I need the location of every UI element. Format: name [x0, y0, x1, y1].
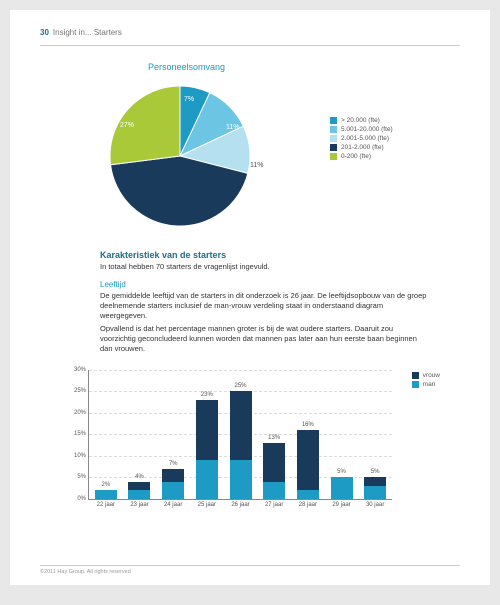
page-header: 30 Insight in... Starters	[40, 28, 460, 37]
legend-item: 2.001-5.000 (fte)	[330, 135, 393, 142]
section-heading-leeftijd: Leeftijd	[100, 280, 460, 289]
body-paragraph: De gemiddelde leeftijd van de starters i…	[100, 291, 430, 321]
pie-chart: 7%11%11%44%27%	[100, 76, 260, 236]
bar-total-label: 23%	[196, 392, 218, 400]
pie-slice-label: 11%	[226, 124, 240, 131]
page-header-title: Insight in... Starters	[53, 28, 122, 37]
bar-segment-man	[364, 486, 386, 499]
bar-segment-man	[128, 490, 150, 499]
y-axis-tick: 30%	[74, 367, 89, 373]
legend-swatch	[330, 126, 337, 133]
bar-segment-vrouw	[128, 482, 150, 491]
bar-total-label: 4%	[128, 474, 150, 482]
legend-label: 5.001-20.000 (fte)	[341, 126, 393, 133]
bar-segment-man	[331, 477, 353, 499]
bar-group: 23%	[196, 400, 218, 499]
pie-slice-label: 11%	[250, 162, 264, 169]
legend-label: > 20.000 (fte)	[341, 117, 380, 124]
bar-segment-man	[230, 460, 252, 499]
body-paragraph: Opvallend is dat het percentage mannen g…	[100, 324, 430, 354]
bar-total-label: 16%	[297, 422, 319, 430]
bar-total-label: 2%	[95, 482, 117, 490]
y-axis-tick: 5%	[77, 474, 89, 480]
section-heading-karakteristiek: Karakteristiek van de starters	[100, 250, 460, 260]
bar-group: 13%	[263, 443, 285, 499]
legend-label: 201-2.000 (fte)	[341, 144, 384, 151]
body-paragraph: In totaal hebben 70 starters de vragenli…	[100, 262, 430, 272]
bar-segment-man	[297, 490, 319, 499]
y-axis-tick: 15%	[74, 431, 89, 437]
bar-total-label: 5%	[364, 469, 386, 477]
bar-group: 5%	[331, 477, 353, 499]
bar-segment-vrouw	[297, 430, 319, 490]
bar-segment-man	[95, 490, 117, 499]
legend-swatch	[330, 117, 337, 124]
legend-swatch	[412, 372, 419, 379]
legend-item: 5.001-20.000 (fte)	[330, 126, 393, 133]
bar-group: 5%	[364, 477, 386, 499]
bar-group: 4%	[128, 482, 150, 499]
pie-section: Personeelsomvang 7% 11% 11% 44% 27% > 20.000…	[100, 62, 460, 242]
legend-swatch	[330, 144, 337, 151]
document-page: 30 Insight in... Starters Personeelsomva…	[10, 10, 490, 585]
legend-label: 2.001-5.000 (fte)	[341, 135, 389, 142]
y-axis-tick: 10%	[74, 453, 89, 459]
bar-total-label: 13%	[263, 435, 285, 443]
bar-group: 25%	[230, 391, 252, 499]
legend-label: 0-200 (fte)	[341, 153, 371, 160]
pie-title: Personeelsomvang	[148, 62, 225, 72]
header-rule	[40, 45, 460, 46]
legend-swatch	[330, 153, 337, 160]
legend-item: vrouw	[412, 372, 440, 379]
legend-swatch	[412, 381, 419, 388]
bar-segment-man	[196, 460, 218, 499]
bar-segment-vrouw	[162, 469, 184, 482]
legend-label: vrouw	[423, 372, 440, 379]
bar-group: 16%	[297, 430, 319, 499]
legend-label: man	[423, 381, 436, 388]
legend-swatch	[330, 135, 337, 142]
bar-segment-vrouw	[364, 477, 386, 486]
pie-slice-label: 27%	[120, 122, 134, 129]
bar-segment-vrouw	[230, 391, 252, 460]
legend-item: 201-2.000 (fte)	[330, 144, 393, 151]
copyright-text: ©2011 Hay Group. All rights reserved	[40, 569, 460, 575]
bar-segment-vrouw	[263, 443, 285, 482]
legend-item: 0-200 (fte)	[330, 153, 393, 160]
pie-legend: > 20.000 (fte) 5.001-20.000 (fte) 2.001-5.…	[330, 117, 393, 162]
y-axis-tick: 25%	[74, 388, 89, 394]
footer-rule	[40, 565, 460, 566]
page-footer: ©2011 Hay Group. All rights reserved	[40, 565, 460, 575]
legend-item: > 20.000 (fte)	[330, 117, 393, 124]
y-axis-tick: 20%	[74, 410, 89, 416]
pie-slice-label: 7%	[184, 96, 194, 103]
bar-group: 2%	[95, 490, 117, 499]
bar-legend: vrouw man	[412, 372, 440, 390]
legend-item: man	[412, 381, 440, 388]
bar-plot-area: 0%5%10%15%20%25%30%2%22 jaar4%23 jaar7%2…	[88, 370, 392, 500]
bar-segment-man	[263, 482, 285, 499]
bar-total-label: 25%	[230, 383, 252, 391]
bar-total-label: 7%	[162, 461, 184, 469]
bar-group: 7%	[162, 469, 184, 499]
bar-segment-vrouw	[196, 400, 218, 460]
x-axis-tick: 30 jaar	[355, 499, 395, 508]
page-number: 30	[40, 28, 49, 37]
gridline	[89, 370, 392, 371]
pie-slice-label: 44%	[170, 226, 184, 233]
bar-total-label: 5%	[331, 469, 353, 477]
bar-segment-man	[162, 482, 184, 499]
bar-chart: 0%5%10%15%20%25%30%2%22 jaar4%23 jaar7%2…	[60, 366, 440, 516]
